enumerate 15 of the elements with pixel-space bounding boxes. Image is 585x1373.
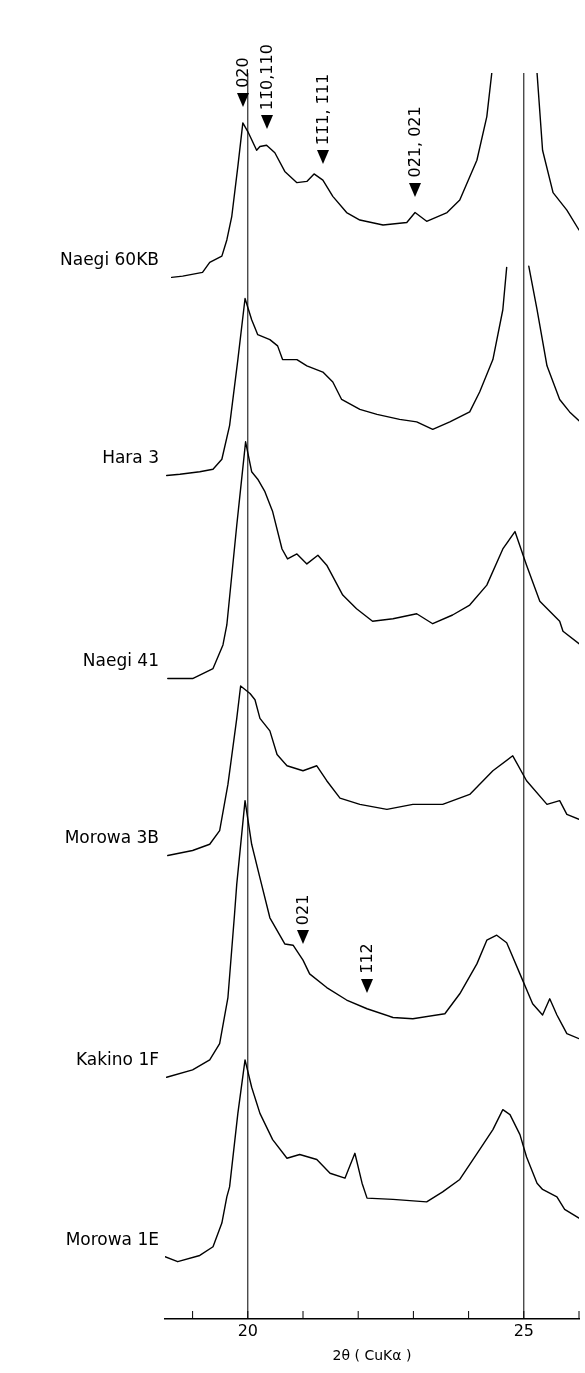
series-label: Morowa 3B xyxy=(64,827,159,848)
series-label: Morowa 1E xyxy=(65,1228,159,1249)
x-tick-label: 25 xyxy=(513,1320,534,1340)
series-label: Hara 3 xyxy=(102,447,159,468)
x-tick-label: 20 xyxy=(237,1320,258,1340)
annotation: 02̄1, 021 xyxy=(405,106,425,178)
annotation: 1̄12 xyxy=(357,943,377,974)
series-label: Kakino 1F xyxy=(75,1049,159,1070)
annotation: 11̄0,110 xyxy=(256,44,276,111)
series-label: Naegi 60KB xyxy=(60,249,159,270)
x-axis-title: 2θ ( CuKα ) xyxy=(332,1347,412,1364)
series-label: Naegi 41 xyxy=(82,650,159,671)
annotation: 1̄1̄1, 1̄11 xyxy=(313,73,333,146)
annotation: 020 xyxy=(232,57,252,88)
annotation: 021 xyxy=(293,894,313,926)
